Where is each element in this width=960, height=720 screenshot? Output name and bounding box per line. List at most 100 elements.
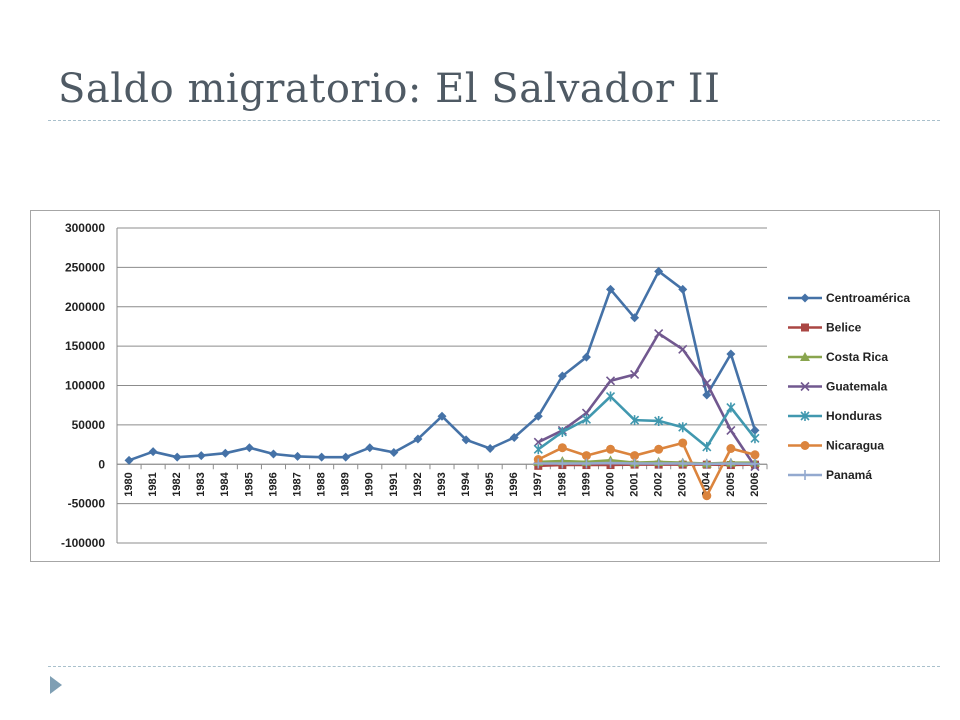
x-tick-label: 2006 [749,472,761,496]
data-point-honduras [678,422,688,433]
x-tick-label: 2001 [628,472,640,496]
slide-title: Saldo migratorio: El Salvador II [58,66,721,112]
data-point-centroamerica [365,443,375,453]
legend-marker-honduras [800,411,810,421]
x-tick-label: 2005 [725,472,737,496]
data-point-centroamerica [341,452,351,462]
y-tick-label: 0 [98,457,105,471]
data-point-centroamerica [220,448,230,458]
data-point-honduras [557,426,567,437]
data-point-centroamerica [630,313,640,323]
data-point-centroamerica [509,432,519,442]
data-point-panama [533,458,544,469]
migration-balance-chart: 300000 250000 200000 150000 100000 50000 0 -500… [61,221,910,550]
data-point-honduras [605,391,616,402]
legend-label-nicaragua: Nicaragua [826,439,884,453]
y-tick-label: 100000 [65,379,105,393]
data-point-panama [581,458,592,469]
data-point-panama [605,458,616,469]
x-tick-label: 1984 [219,471,231,496]
data-point-centroamerica [124,455,134,465]
legend-label-honduras: Honduras [826,409,882,423]
data-point-honduras [581,414,592,425]
x-tick-label: 1994 [460,471,472,496]
legend-label-centroamerica: Centroamérica [826,291,910,305]
legend-marker-nicaragua [800,441,810,450]
data-point-centroamerica [678,284,688,294]
data-point-nicaragua [726,444,736,453]
x-tick-label: 1991 [388,472,400,496]
data-point-nicaragua [654,444,664,454]
data-point-honduras [654,415,664,426]
data-point-panama [653,458,664,469]
x-tick-label: 1982 [171,472,183,496]
x-tick-label: 1993 [436,472,448,496]
x-tick-label: 1999 [580,472,592,496]
data-point-centroamerica [293,451,303,461]
data-point-honduras [702,441,712,452]
data-point-centroamerica [726,349,736,359]
data-point-centroamerica [581,352,591,362]
x-tick-label: 1988 [316,472,328,496]
y-tick-label: 300000 [65,221,105,235]
legend-label-costa-rica: Costa Rica [826,350,888,364]
data-point-centroamerica [196,451,206,461]
data-point-guatemala [702,378,712,388]
legend-label-guatemala: Guatemala [826,380,888,394]
footer-divider [48,666,940,667]
data-point-centroamerica [557,371,567,381]
data-point-centroamerica [485,444,495,453]
data-point-honduras [630,415,640,426]
y-tick-label: 50000 [72,418,106,432]
series-line-centroamerica [128,270,757,462]
data-point-guatemala [630,369,640,380]
data-point-panama [725,458,736,469]
x-tick-label: 1987 [291,472,303,496]
data-point-guatemala [726,425,736,435]
series-line-panama [538,461,756,466]
data-point-centroamerica [606,284,616,294]
data-point-centroamerica [268,449,278,459]
legend-marker-guatemala [800,381,810,392]
data-point-honduras [726,402,736,413]
data-point-centroamerica [533,411,543,421]
series-line-guatemala [537,332,757,468]
data-point-nicaragua [750,450,760,460]
x-tick-label: 1983 [195,472,207,496]
data-point-centroamerica [437,411,447,421]
legend-marker-panama [800,470,810,480]
x-tick-label: 1986 [267,472,279,496]
data-point-guatemala [654,328,664,339]
bullet-arrow-icon [50,676,62,694]
data-point-guatemala [533,437,543,447]
data-point-panama [677,458,688,469]
data-point-nicaragua [678,438,688,448]
data-point-honduras [750,433,760,444]
legend-marker-belice [801,323,809,332]
x-tick-label: 1992 [412,472,424,496]
legend-marker-centroamerica [800,293,810,303]
data-point-nicaragua [606,444,616,454]
x-tick-label: 1997 [532,472,544,496]
legend-label-panama: Panamá [826,468,872,482]
data-point-panama [749,458,760,469]
x-tick-label: 2003 [677,472,689,496]
data-point-guatemala [605,376,616,386]
data-point-centroamerica [148,447,158,457]
x-tick-label: 1985 [243,472,255,496]
data-point-panama [701,458,712,469]
data-point-centroamerica [317,452,327,462]
series-line-honduras [537,395,757,451]
data-point-centroamerica [654,266,664,276]
data-point-honduras [533,444,543,455]
y-tick-label: 250000 [65,260,105,274]
data-point-nicaragua [702,491,712,501]
data-point-centroamerica [413,434,423,444]
data-point-centroamerica [702,390,712,400]
data-point-centroamerica [172,452,182,462]
title-divider [48,120,940,121]
y-tick-label: -50000 [68,497,106,511]
x-tick-label: 1998 [556,472,568,496]
x-tick-label: 1980 [123,472,135,496]
data-point-panama [557,458,568,469]
